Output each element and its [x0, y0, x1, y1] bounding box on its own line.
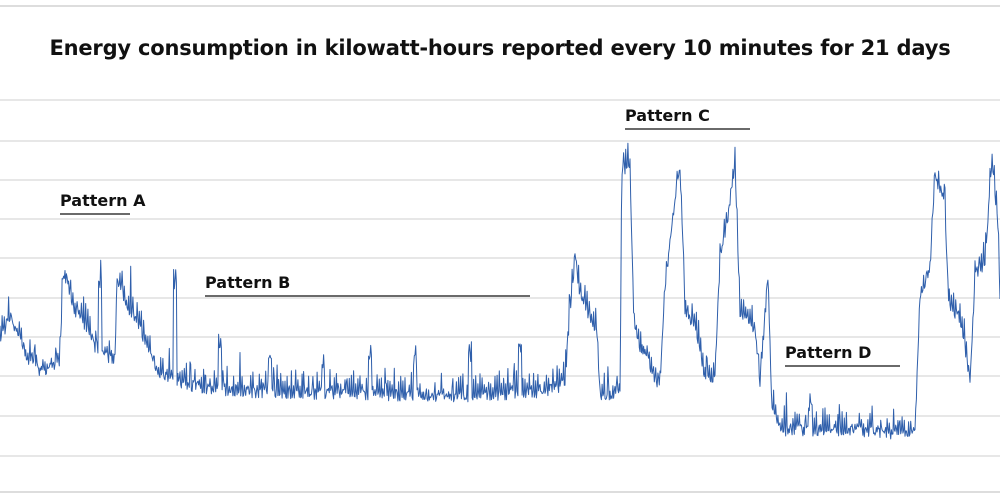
- series-layer: [0, 142, 1000, 440]
- energy-series-line: [0, 142, 1000, 440]
- annotations-layer: Pattern A Pattern B Pattern C Pattern D: [60, 106, 900, 367]
- chart-title: Energy consumption in kilowatt-hours rep…: [49, 36, 951, 60]
- pattern-annotation: Pattern C: [625, 106, 750, 130]
- grid-lines: [0, 5, 1000, 493]
- pattern-label: Pattern B: [205, 273, 290, 292]
- pattern-annotation: Pattern D: [785, 343, 900, 367]
- pattern-label: Pattern D: [785, 343, 871, 362]
- pattern-label: Pattern A: [60, 191, 146, 210]
- pattern-annotation: Pattern B: [205, 273, 530, 297]
- pattern-label: Pattern C: [625, 106, 710, 125]
- pattern-annotation: Pattern A: [60, 191, 146, 215]
